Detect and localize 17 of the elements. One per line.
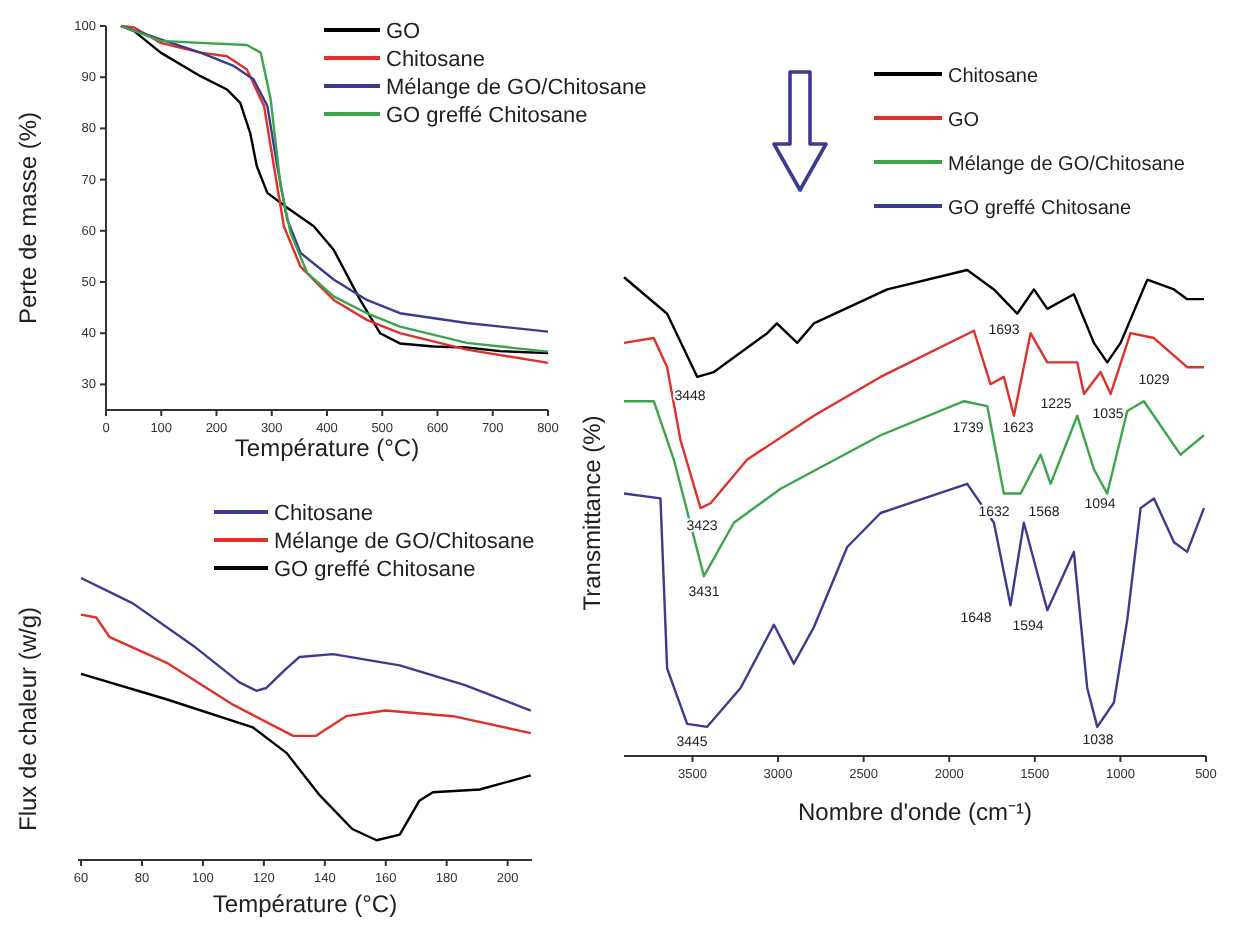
legend-label: GO greffé Chitosane [386, 104, 588, 128]
legend-label: GO [386, 20, 422, 44]
legend-label: Mélange de GO/Chitosane [274, 530, 535, 554]
legend-label: GO [948, 110, 980, 132]
y-axis-title: Perte de masse (%) [14, 111, 42, 325]
legend-label: Mélange de GO/Chitosane [948, 154, 1186, 176]
legend-label: Mélange de GO/Chitosane [386, 76, 647, 100]
x-axis-title: Nombre d'onde (cm⁻¹) [798, 798, 1032, 826]
x-axis-title: Température (°C) [234, 434, 420, 462]
legend-label: Chitosane [274, 502, 374, 526]
y-axis-title: Flux de chaleur (w/g) [14, 606, 42, 832]
y-axis-title: Transmittance (%) [578, 415, 606, 611]
legend-label: Chitosane [386, 48, 486, 72]
x-axis-title: Température (°C) [212, 890, 398, 918]
legend-label: GO greffé Chitosane [948, 198, 1132, 220]
legend-label: GO greffé Chitosane [274, 558, 476, 582]
legend-label: Chitosane [948, 66, 1039, 88]
